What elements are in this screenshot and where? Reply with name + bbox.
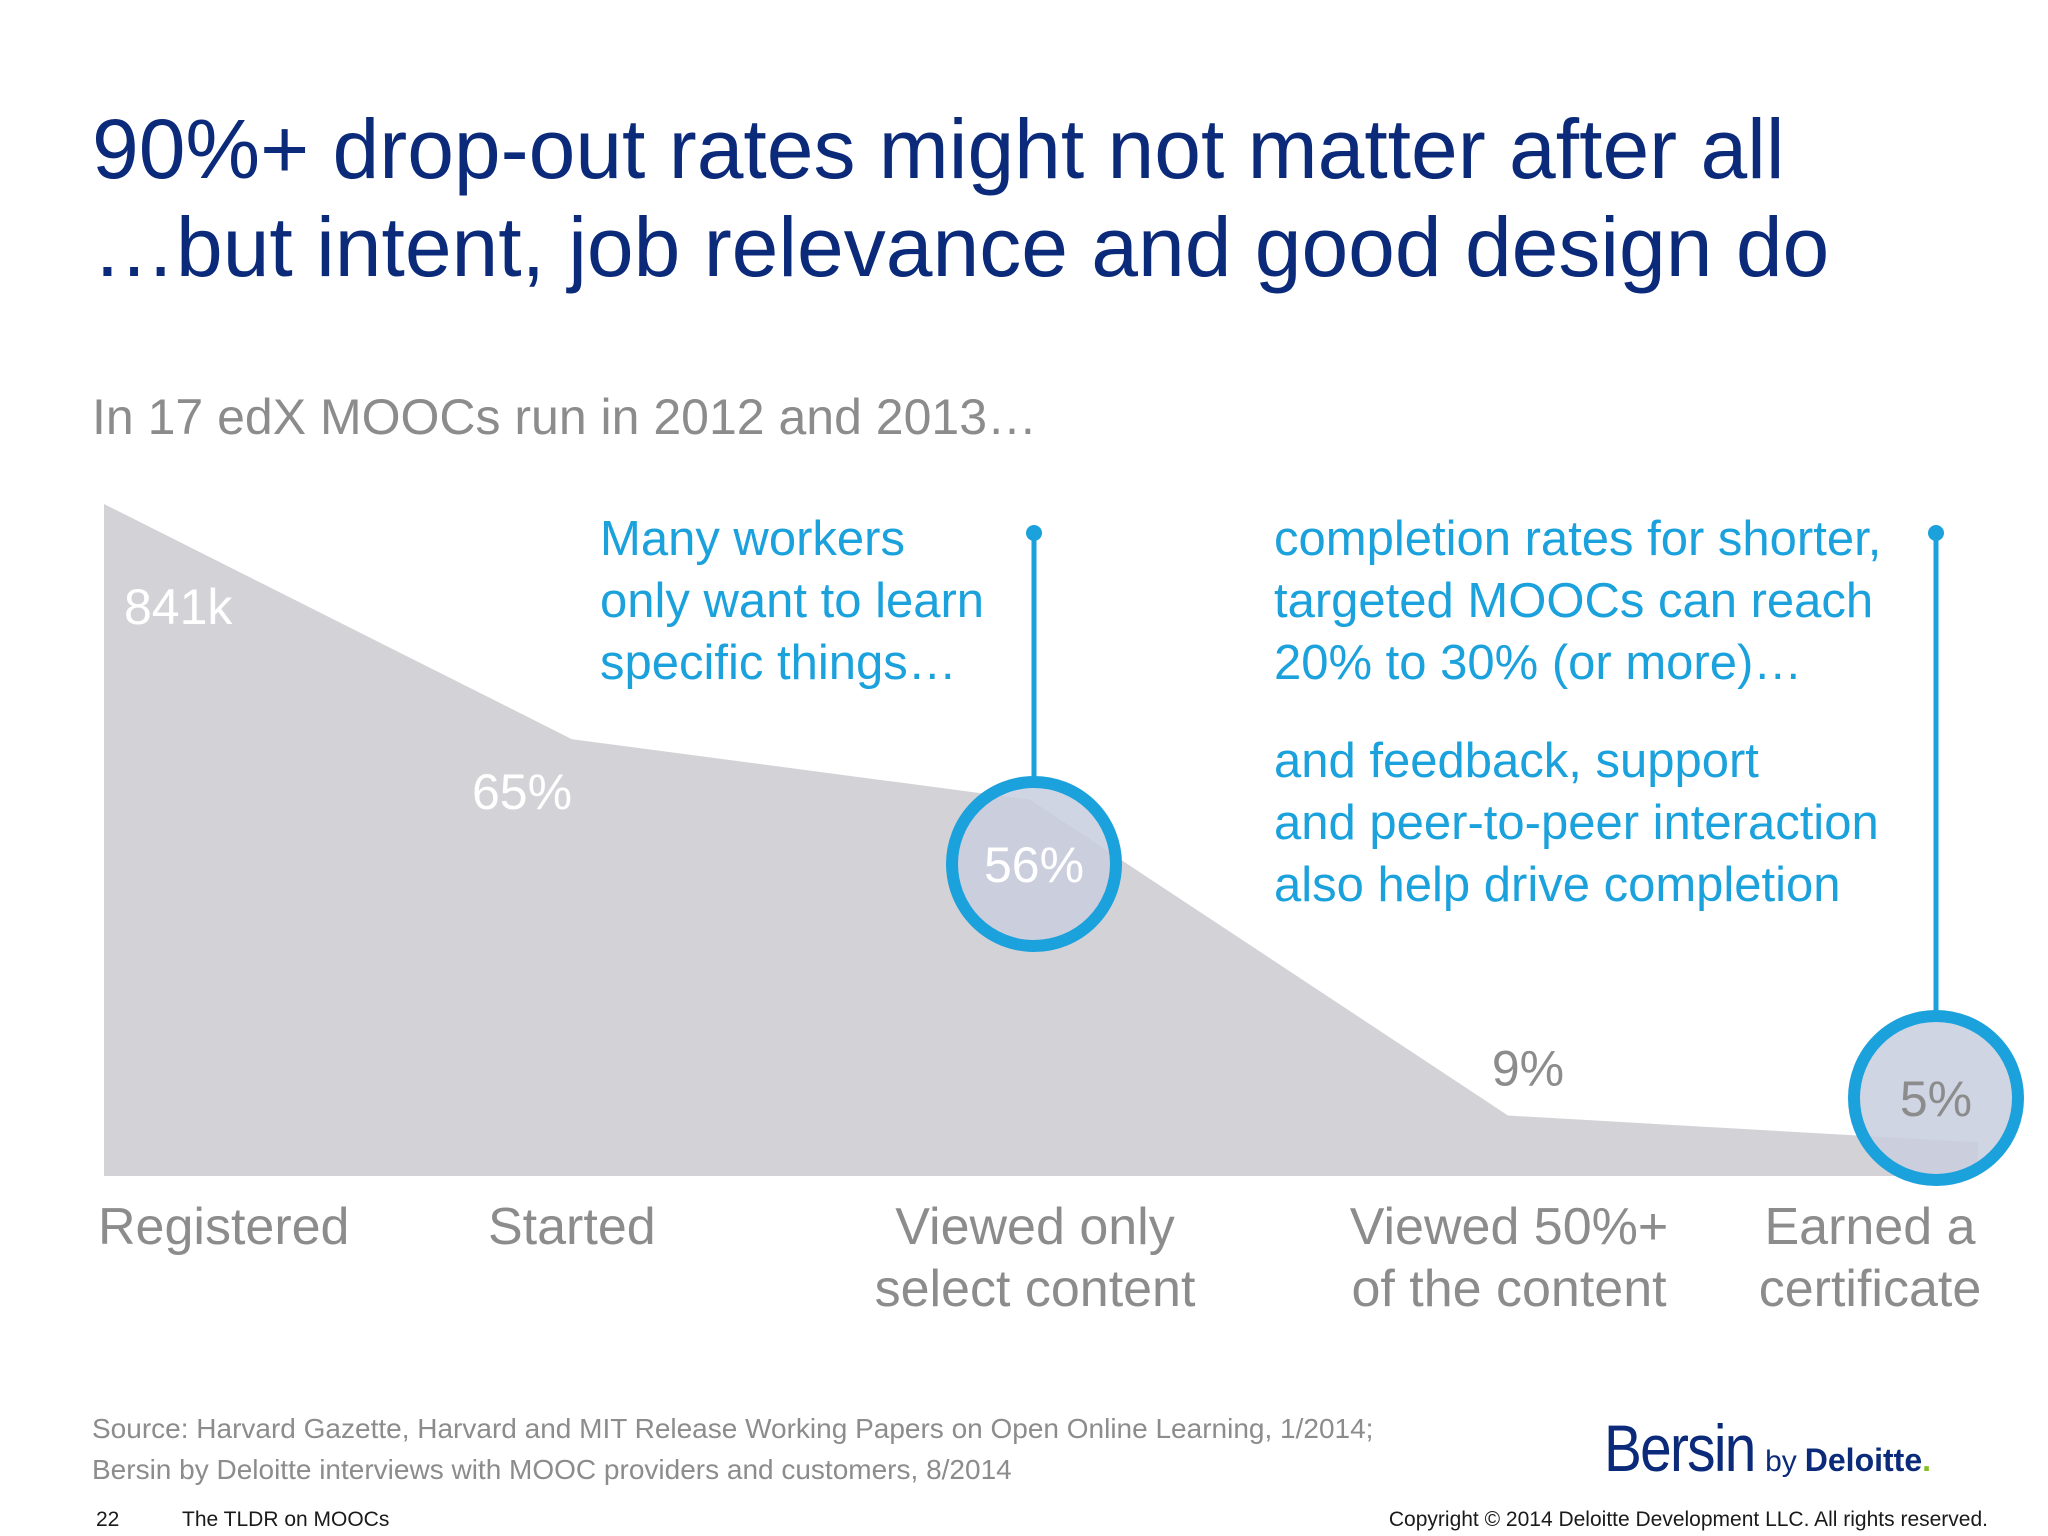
data-label-0: 841k	[124, 579, 233, 635]
category-label-registered: Registered	[98, 1198, 350, 1256]
deck-title: The TLDR on MOOCs	[182, 1508, 390, 1531]
category-label-certificate: Earned a certificate	[1758, 1198, 1982, 1318]
category-label-viewed-select: Viewed only select content	[874, 1198, 1196, 1318]
callout-feedback-support: and feedback, support and peer-to-peer i…	[1274, 734, 1879, 912]
slide-title: 90%+ drop-out rates might not matter aft…	[92, 100, 1829, 296]
logo-green-dot: .	[1922, 1442, 1931, 1478]
logo-deloitte-text: Deloitte	[1804, 1442, 1923, 1478]
page-number: 22	[96, 1508, 120, 1531]
category-label-viewed-half: Viewed 50%+ of the content	[1349, 1198, 1669, 1318]
callout-specific-learning: Many workers only want to learn specific…	[600, 512, 985, 690]
slide-subtitle: In 17 edX MOOCs run in 2012 and 2013…	[92, 389, 1038, 445]
category-label-started: Started	[488, 1198, 656, 1256]
highlight-circle-4	[1848, 1010, 2024, 1186]
title-line-2: …but intent, job relevance and good desi…	[92, 200, 1830, 294]
copyright-notice: Copyright © 2014 Deloitte Development LL…	[1388, 1508, 1988, 1531]
data-label-1: 65%	[472, 764, 572, 820]
highlight-circle-2	[946, 776, 1122, 952]
callout-completion-rates: completion rates for shorter, targeted M…	[1274, 512, 1882, 690]
callout-pin-dot-2	[1026, 525, 1042, 541]
bersin-deloitte-logo: Bersin by Deloitte.	[1604, 1410, 1931, 1486]
callout-pin-dot-4	[1928, 525, 1944, 541]
data-label-4: 5%	[1900, 1071, 1972, 1127]
data-label-3: 9%	[1492, 1041, 1564, 1097]
logo-by-text: by	[1765, 1445, 1797, 1478]
logo-bersin-text: Bersin	[1604, 1411, 1756, 1485]
data-label-2: 56%	[984, 837, 1084, 893]
title-line-1: 90%+ drop-out rates might not matter aft…	[92, 102, 1785, 196]
source-note: Source: Harvard Gazette, Harvard and MIT…	[92, 1413, 1374, 1485]
